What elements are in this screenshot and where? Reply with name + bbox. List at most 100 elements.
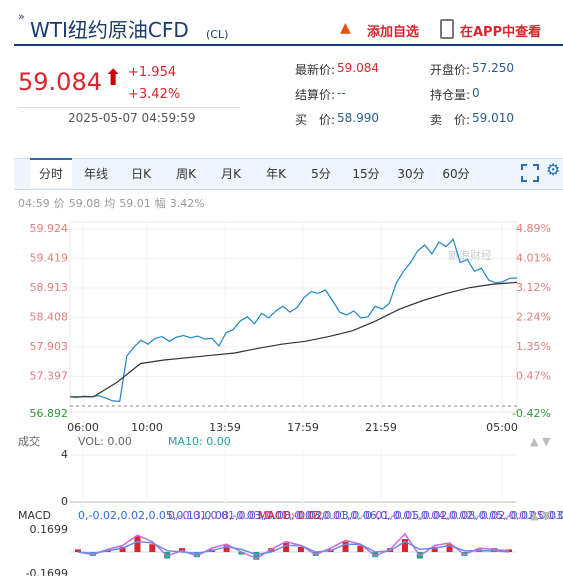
tab[interactable]: 5分 <box>311 167 331 181</box>
x-tick-label: 10:00 <box>131 421 163 434</box>
macd-bar <box>283 542 290 552</box>
status-item: 价 <box>53 197 65 210</box>
macd-bar <box>134 536 141 552</box>
y2-tick-label: 2.24% <box>516 311 551 324</box>
macd-text: MACD: 0.02 <box>258 509 323 522</box>
y2-tick-label: -0.42% <box>512 407 551 420</box>
macd-bar <box>446 544 453 552</box>
tab[interactable]: 日K <box>131 167 151 181</box>
tab[interactable]: 月K <box>221 167 241 181</box>
macd-bar <box>238 552 245 555</box>
vol-tick: 0 <box>61 495 68 508</box>
tab[interactable]: 年线 <box>83 167 108 181</box>
info-label: 开盘价: <box>430 63 471 77</box>
series-line <box>70 281 518 398</box>
dif-line <box>77 532 510 560</box>
series-line <box>69 238 518 403</box>
status-item: 04:59 <box>18 197 50 210</box>
info-label: 最新价: <box>295 63 336 77</box>
info-label: 结算价: <box>295 88 336 102</box>
status-item: 幅 <box>154 197 166 210</box>
vol-tick: 4 <box>61 448 68 461</box>
tab[interactable]: 60分 <box>442 167 470 181</box>
y-tick-label: 57.903 <box>30 340 69 353</box>
macd-bar <box>401 539 408 552</box>
quote-time: 2025-05-07 04:59:59 <box>68 111 196 125</box>
tab[interactable]: 15分 <box>352 167 380 181</box>
x-tick-label: 06:00 <box>67 421 99 434</box>
info-value: 57.250 <box>472 61 514 75</box>
info-label: 买 价: <box>295 113 336 127</box>
info-label: 卖 价: <box>430 113 471 127</box>
info-value: 58.990 <box>337 111 379 125</box>
status-item: 59.08 <box>68 197 101 210</box>
title: WTI纽约原油CFD <box>30 18 189 42</box>
y2-tick-label: 4.01% <box>516 251 551 264</box>
x-tick-label: 13:59 <box>209 421 241 434</box>
tab[interactable]: 年K <box>266 167 286 181</box>
macd-tick: -0.1699 <box>26 567 68 576</box>
y2-tick-label: 1.35% <box>516 340 551 353</box>
x-tick-label: 21:59 <box>365 421 397 434</box>
tab[interactable]: 30分 <box>397 167 425 181</box>
macd-bar <box>372 552 379 558</box>
info-value: 59.010 <box>472 111 514 125</box>
status-line: 04:59 价 59.08 均 59.01 幅 3.42% <box>18 195 209 211</box>
add-watch[interactable]: 添加自选 <box>367 25 420 40</box>
y-tick-label: 57.397 <box>30 370 69 383</box>
ma10-text: MA10: 0.00 <box>168 435 231 448</box>
watermark: 新浪财经 <box>448 248 492 262</box>
y2-tick-label: 4.89% <box>516 222 551 235</box>
phone-icon <box>440 19 454 39</box>
macd-bar <box>119 546 126 552</box>
vol-text: VOL: 0.00 <box>78 435 132 448</box>
info-value: 59.084 <box>337 61 379 75</box>
y2-tick-label: 3.12% <box>516 281 551 294</box>
status-item: 3.42% <box>169 197 205 210</box>
icon: » <box>18 10 25 23</box>
code: (CL) <box>206 28 229 41</box>
status-item: 59.01 <box>119 197 151 210</box>
y-tick-label: 58.913 <box>30 281 69 294</box>
macd-tick: 0.1699 <box>30 523 69 536</box>
macd-bar <box>253 552 260 560</box>
y-tick-label: 56.892 <box>30 407 69 420</box>
status-item: 均 <box>104 197 116 210</box>
x-tick-label: 05:00 <box>486 421 518 434</box>
macd-bar <box>506 549 512 552</box>
header-rule <box>14 44 563 46</box>
macd-bar <box>75 549 81 552</box>
macd-label: MACD <box>18 509 51 522</box>
dea-text: 0,-0.01,0.01,0.03,0.08,0.07,0.01,0,-0.01… <box>168 509 563 522</box>
y-tick-label: 59.419 <box>30 251 69 264</box>
arrows: ▲ ▼ <box>530 435 551 448</box>
info-label: 持仓量: <box>430 88 471 102</box>
macd-bar <box>342 541 349 552</box>
info-value: -- <box>337 86 346 100</box>
arrows: ▲ ▼ <box>530 509 551 522</box>
macd-bar <box>357 545 364 552</box>
tab-bar <box>14 158 563 190</box>
tab[interactable]: 分时 <box>30 158 72 188</box>
macd-bar <box>149 544 156 552</box>
info-value: 0 <box>472 86 480 100</box>
y-tick-label: 59.924 <box>30 222 69 235</box>
macd-bar <box>297 546 304 552</box>
tab[interactable]: 周K <box>176 167 196 181</box>
fire-icon: ▲ <box>340 20 351 36</box>
settings-icon[interactable]: ⚙ <box>546 160 561 179</box>
macd-bar <box>431 546 438 552</box>
macd-bar <box>223 545 230 552</box>
fullscreen-icon[interactable] <box>521 164 539 182</box>
dea-line <box>77 540 510 556</box>
price: 59.084 <box>18 68 102 96</box>
y2-tick-label: 0.47% <box>516 370 551 383</box>
dif-text: 0,-0.02,0.02,0.05,0.13,0.08,-0.03,0.01,-… <box>78 509 563 522</box>
open-app[interactable]: 在APP中查看 <box>460 25 542 40</box>
change: +1.954 <box>128 65 177 80</box>
up-arrow: ⬆ <box>104 66 123 91</box>
macd-bar <box>193 552 200 558</box>
change-pct: +3.42% <box>128 87 181 102</box>
